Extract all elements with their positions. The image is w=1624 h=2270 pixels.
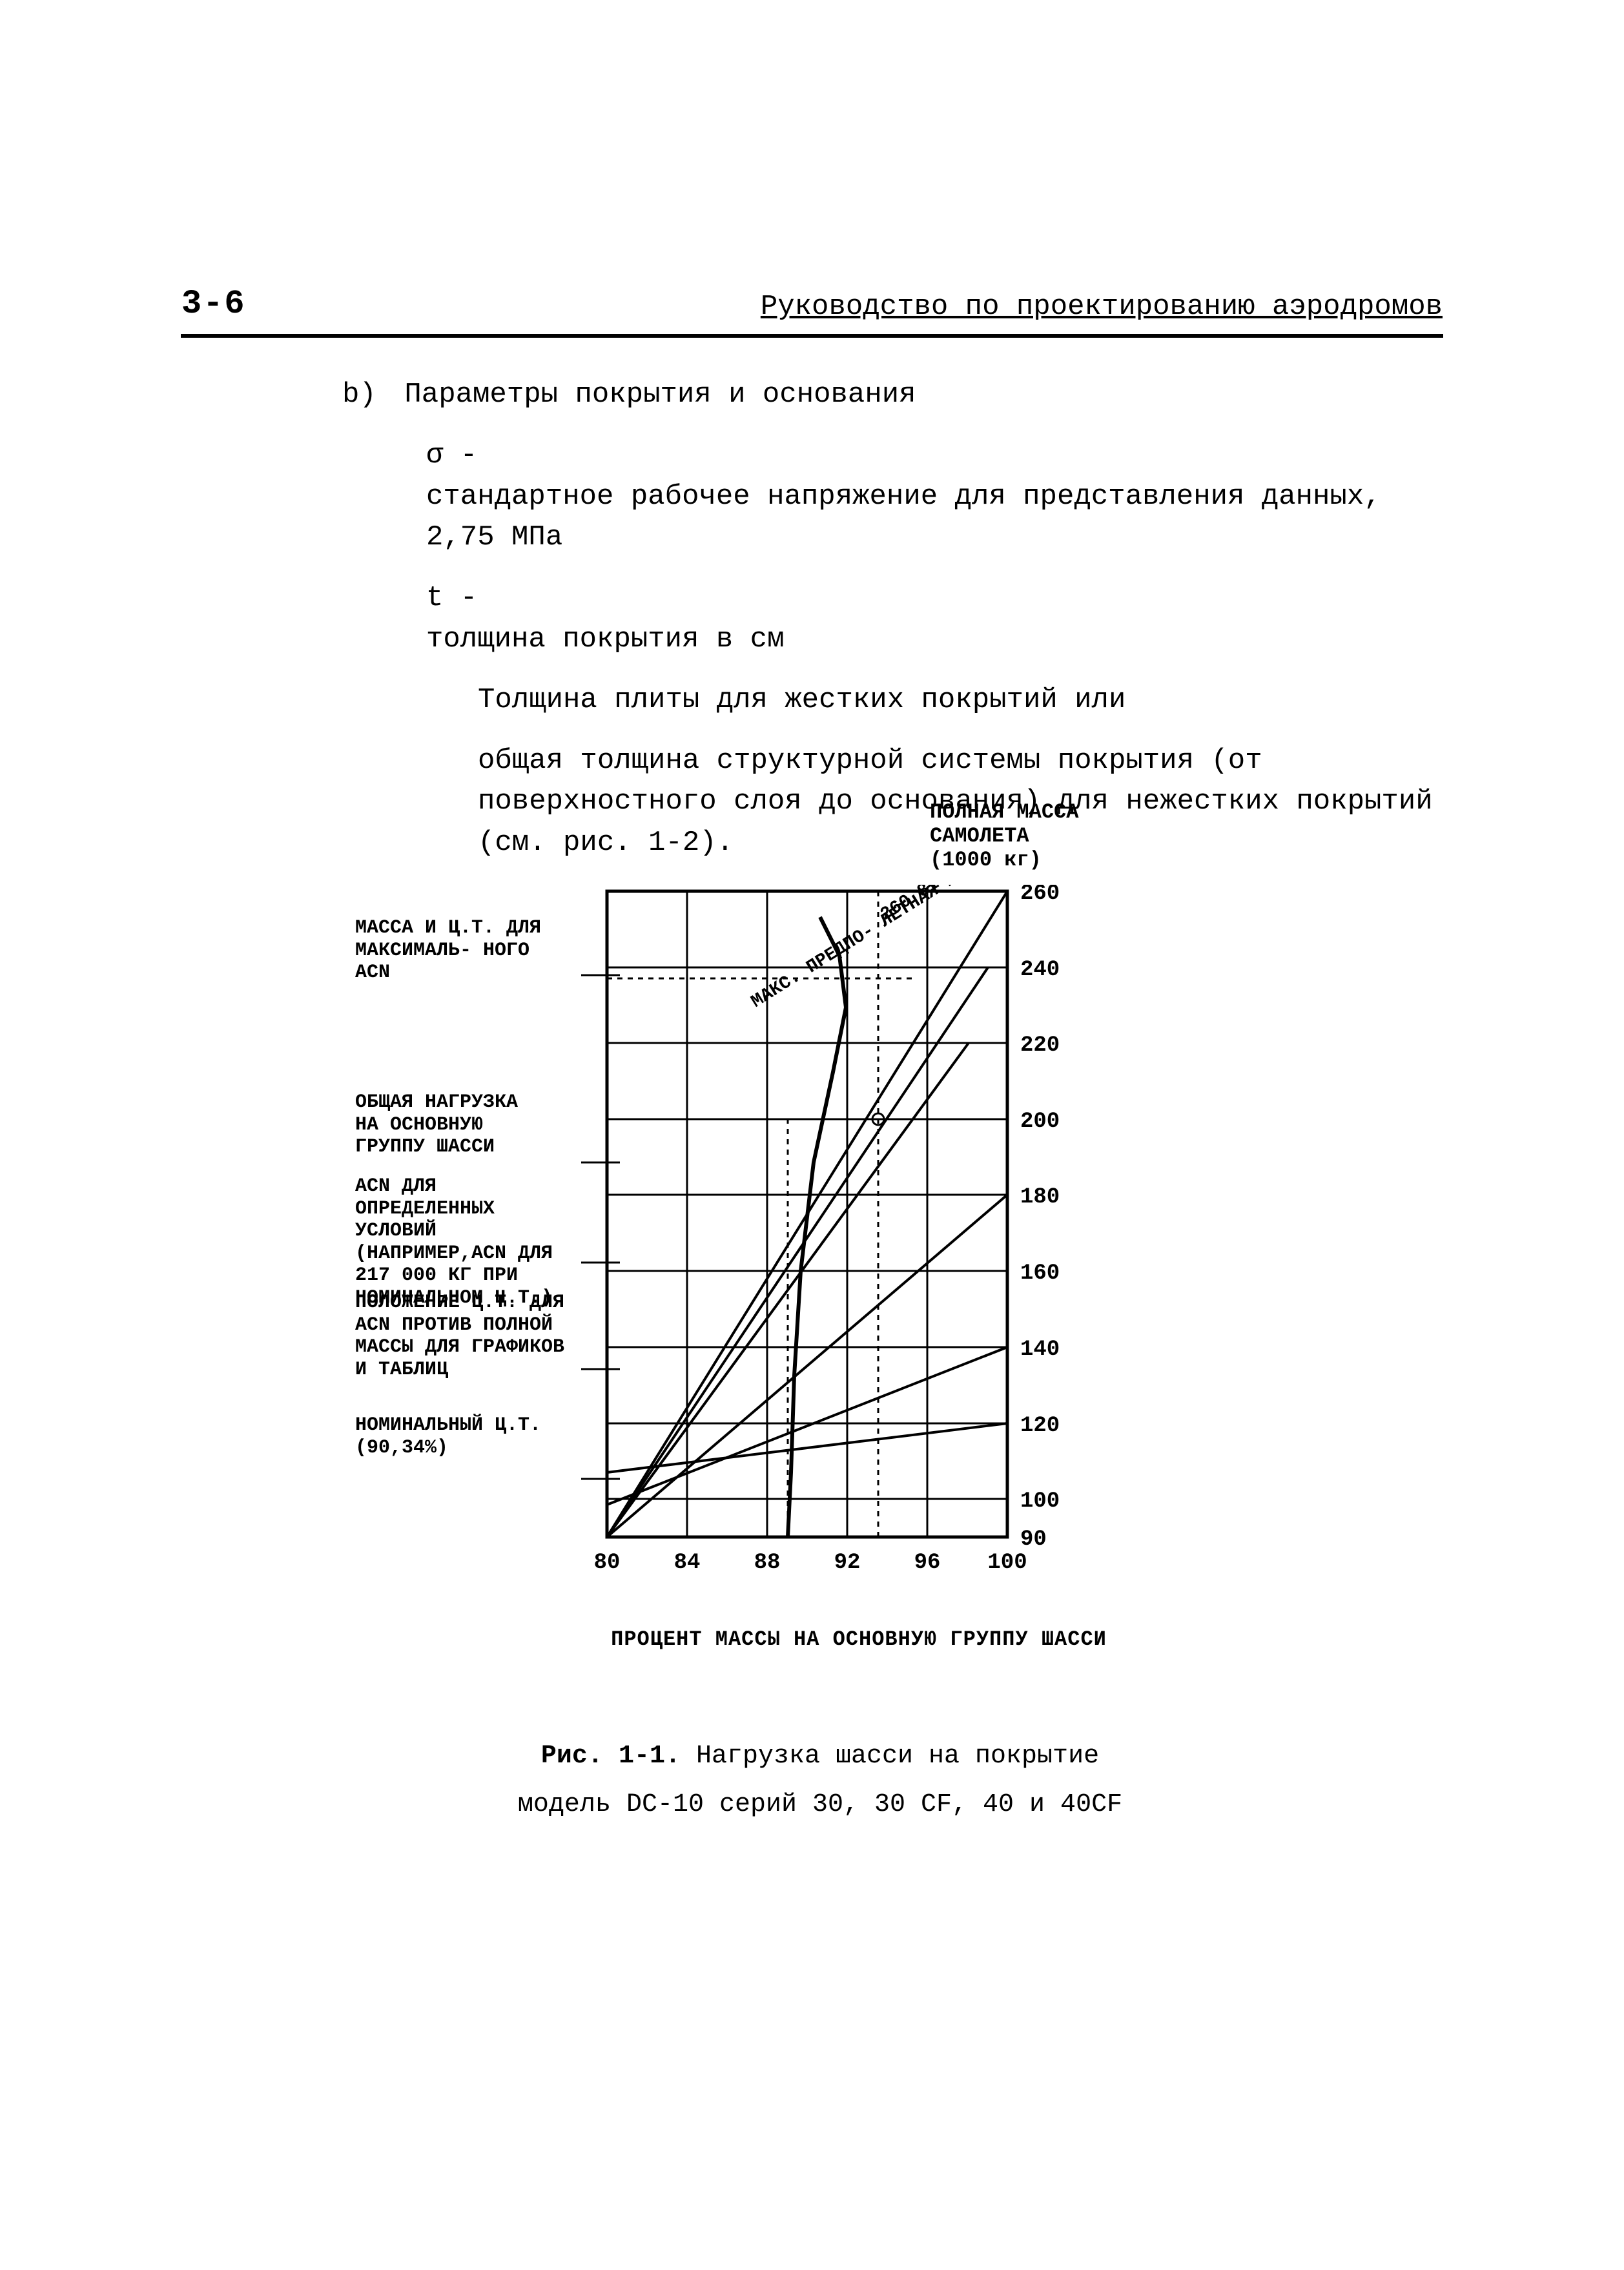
- svg-text:100: 100: [1020, 1489, 1060, 1514]
- item-letter: b): [342, 375, 387, 416]
- t-line2: Толщина плиты для жестких покрытий или: [478, 680, 1443, 721]
- chart-figure: ПОЛНАЯ МАССА САМОЛЕТА (1000 кг) МАССА И …: [368, 840, 1272, 1819]
- svg-text:90: 90: [1020, 1527, 1047, 1552]
- running-title: Руководство по проектированию аэродромов: [761, 291, 1443, 323]
- annotation-0: МАССА И Ц.Т. ДЛЯ МАКСИМАЛЬ- НОГО ACN: [355, 917, 549, 984]
- page-header: 3-6 Руководство по проектированию аэродр…: [181, 284, 1443, 338]
- annotation-4: НОМИНАЛЬНЫЙ Ц.Т. (90,34%): [355, 1414, 549, 1459]
- svg-text:140: 140: [1020, 1337, 1060, 1362]
- x-axis-title: ПРОЦЕНТ МАССЫ НА ОСНОВНУЮ ГРУППУ ШАССИ: [446, 1627, 1272, 1651]
- sigma-symbol: σ -: [426, 435, 478, 477]
- svg-text:80: 80: [594, 1551, 621, 1575]
- annotation-3: ПОЛОЖЕНИЕ Ц.Т. ДЛЯ ACN ПРОТИВ ПОЛНОЙ МАС…: [355, 1292, 581, 1381]
- svg-text:МАКС. ПРЕДПО- ЛЕТНАЯ МАССА: МАКС. ПРЕДПО- ЛЕТНАЯ МАССА: [748, 885, 998, 1013]
- figure-caption: Рис. 1-1. Нагрузка шасси на покрытие: [368, 1742, 1272, 1771]
- y-axis-title: ПОЛНАЯ МАССА САМОЛЕТА (1000 кг): [930, 801, 1098, 872]
- svg-text:120: 120: [1020, 1414, 1060, 1438]
- body-text: b) Параметры покрытия и основания σ - ст…: [181, 375, 1443, 883]
- svg-text:96: 96: [914, 1551, 941, 1575]
- svg-text:160: 160: [1020, 1261, 1060, 1286]
- svg-text:100: 100: [987, 1551, 1027, 1575]
- svg-text:220: 220: [1020, 1033, 1060, 1058]
- t-text: толщина покрытия в см: [426, 619, 1395, 661]
- page: 3-6 Руководство по проектированию аэродр…: [0, 0, 1624, 2270]
- svg-text:260: 260: [1020, 885, 1060, 906]
- svg-text:84: 84: [674, 1551, 701, 1575]
- t-symbol: t -: [426, 578, 478, 619]
- page-number: 3-6: [181, 285, 246, 323]
- svg-text:240: 240: [1020, 958, 1060, 982]
- annotation-1: ОБЩАЯ НАГРУЗКА НА ОСНОВНУЮ ГРУППУ ШАССИ: [355, 1091, 549, 1159]
- sigma-text: стандартное рабочее напряжение для предс…: [426, 477, 1395, 559]
- figure-subcaption: модель DC-10 серий 30, 30 CF, 40 и 40CF: [368, 1790, 1272, 1819]
- svg-text:200: 200: [1020, 1109, 1060, 1134]
- chart-svg: 8084889296100901001201401601802002202402…: [581, 885, 1162, 1602]
- annotation-2: ACN ДЛЯ ОПРЕДЕЛЕННЫХ УСЛОВИЙ (НАПРИМЕР,A…: [355, 1175, 581, 1309]
- svg-text:88: 88: [754, 1551, 781, 1575]
- figure-caption-rest: Нагрузка шасси на покрытие: [696, 1742, 1099, 1771]
- header-rule: [181, 334, 1443, 338]
- svg-text:180: 180: [1020, 1185, 1060, 1210]
- svg-text:92: 92: [834, 1551, 861, 1575]
- item-title: Параметры покрытия и основания: [404, 378, 916, 411]
- figure-caption-bold: Рис. 1-1.: [541, 1742, 696, 1771]
